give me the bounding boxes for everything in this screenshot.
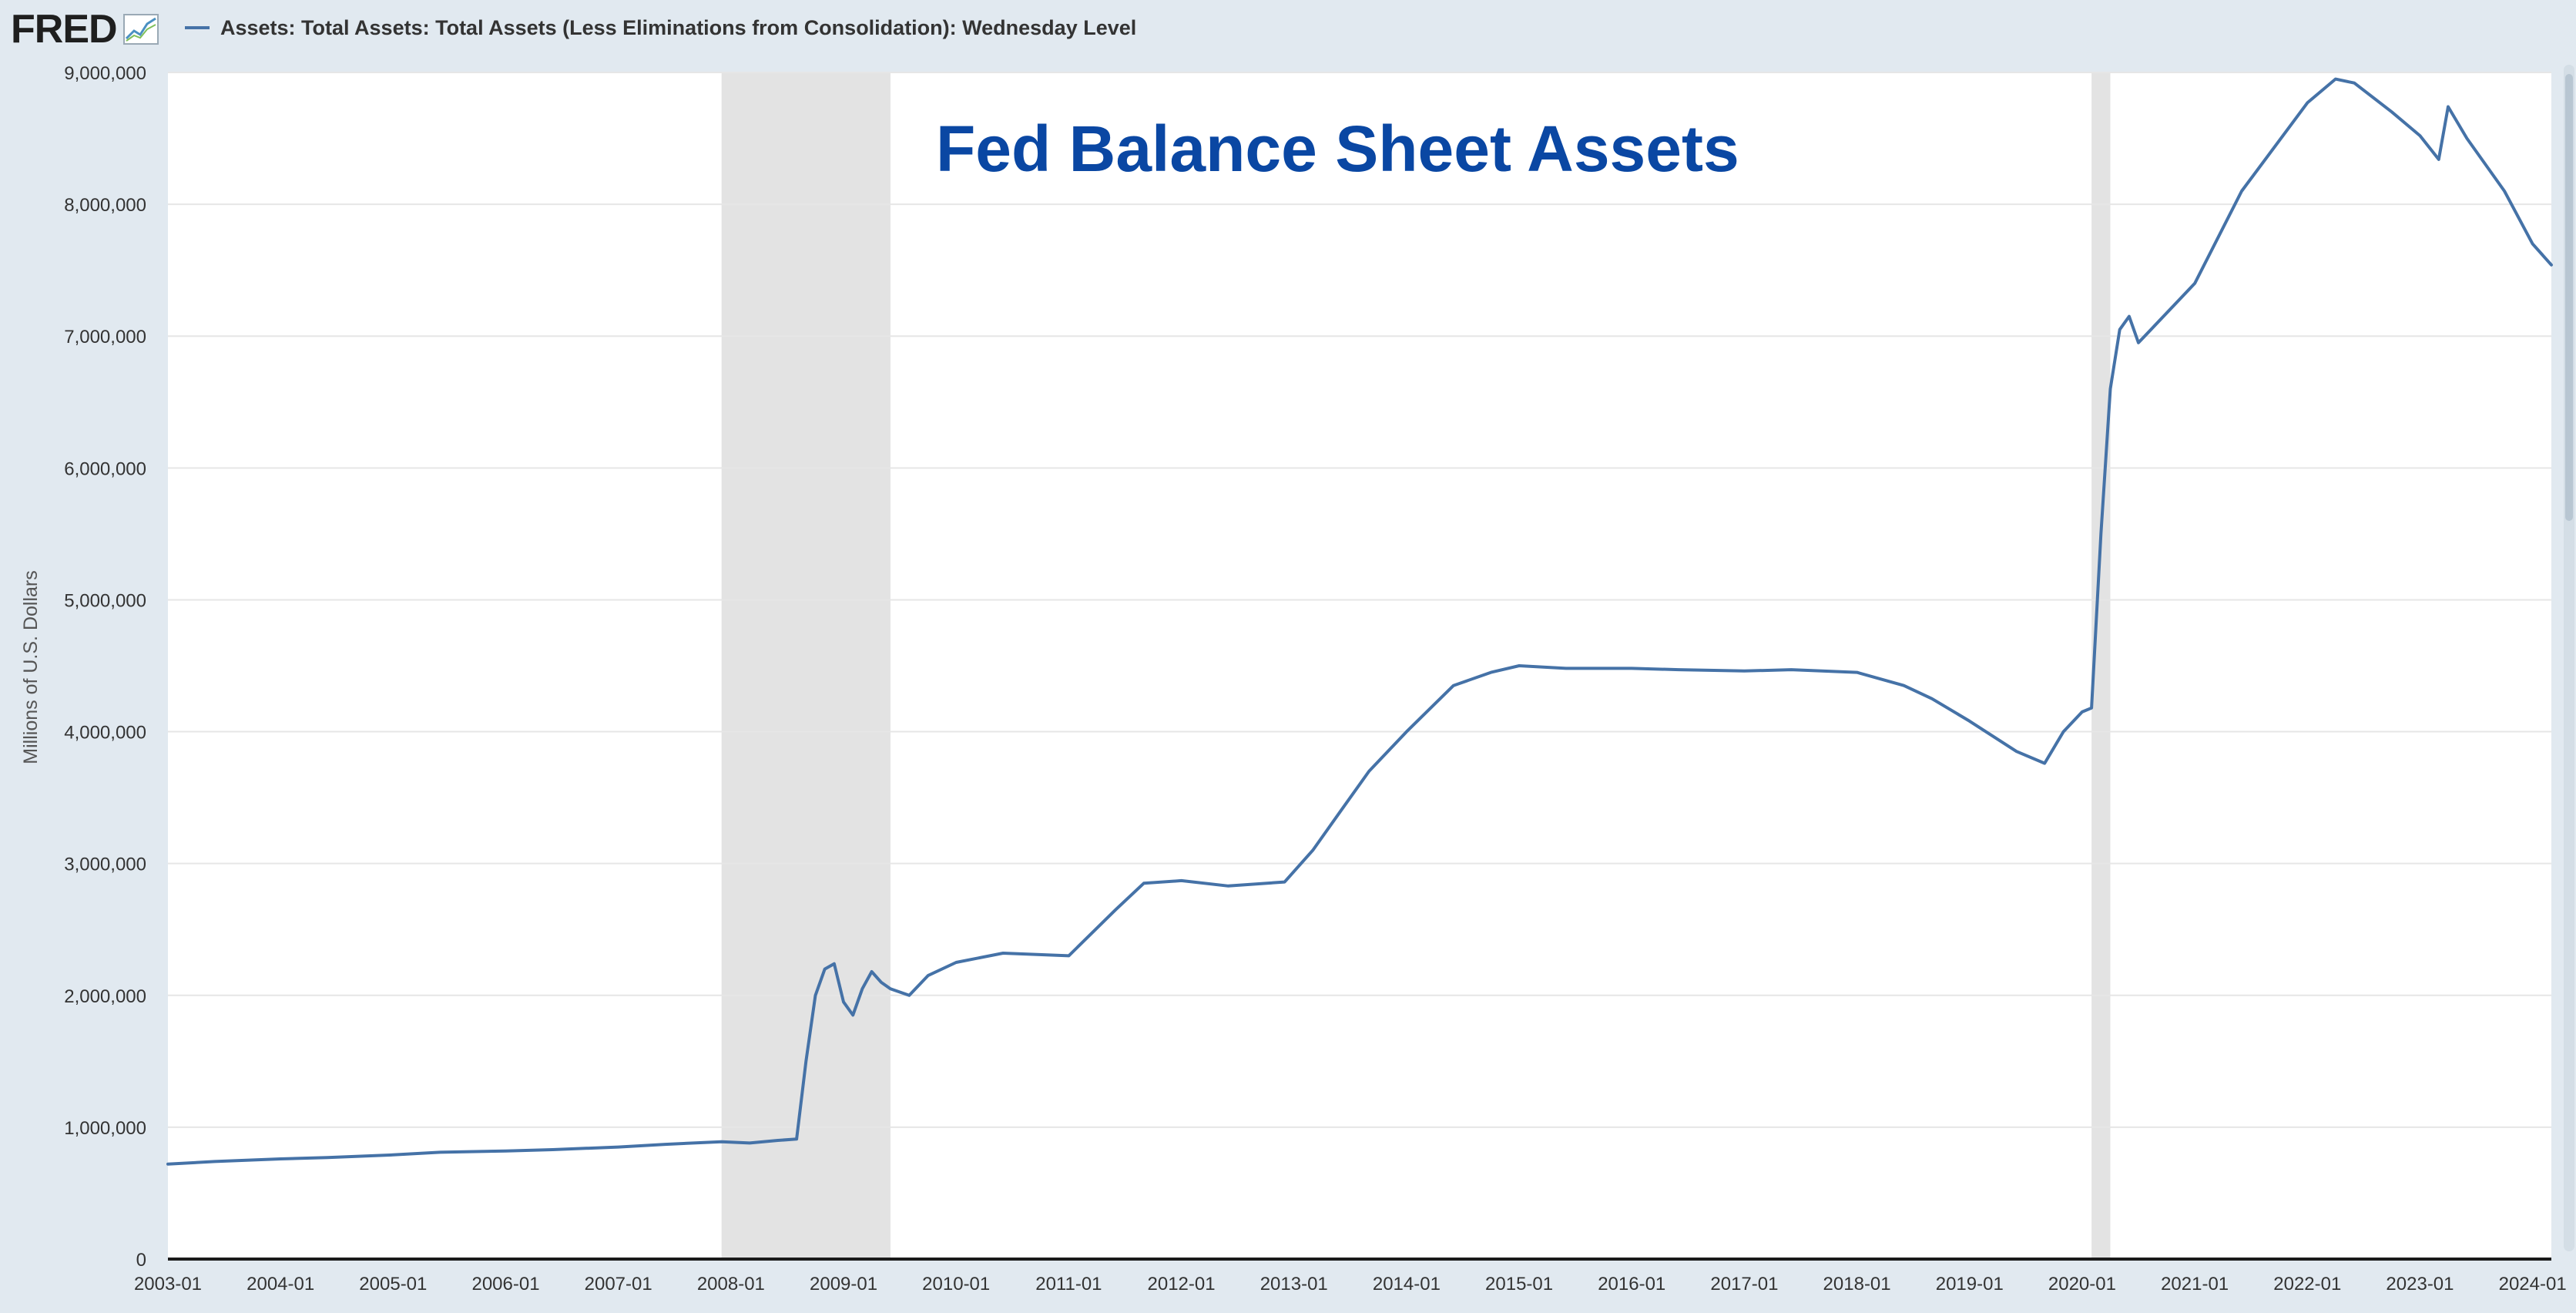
y-tick-label: 7,000,000 bbox=[64, 327, 146, 348]
x-tick-label: 2017-01 bbox=[1710, 1274, 1778, 1295]
y-axis: 0 1,000,000 2,000,000 3,000,000 4,000,000 5,0… bbox=[64, 63, 146, 1271]
y-tick-label: 3,000,000 bbox=[64, 855, 146, 875]
chart-title: Fed Balance Sheet Assets bbox=[936, 112, 1739, 185]
y-tick-label: 6,000,000 bbox=[64, 458, 146, 479]
y-tick-label: 5,000,000 bbox=[64, 590, 146, 611]
legend-swatch bbox=[185, 26, 210, 29]
y-tick-label: 4,000,000 bbox=[64, 723, 146, 744]
x-tick-label: 2006-01 bbox=[471, 1274, 539, 1295]
y-tick-label: 8,000,000 bbox=[64, 195, 146, 216]
y-tick-label: 2,000,000 bbox=[64, 986, 146, 1007]
x-tick-label: 2010-01 bbox=[922, 1274, 990, 1295]
fred-logo-text: FRED bbox=[11, 7, 118, 52]
x-tick-label: 2020-01 bbox=[2048, 1274, 2116, 1295]
recession-band bbox=[721, 72, 891, 1259]
plot-area bbox=[168, 72, 2551, 1259]
grid-lines bbox=[168, 72, 2551, 1128]
x-tick-label: 2011-01 bbox=[1035, 1274, 1102, 1295]
x-tick-label: 2022-01 bbox=[2273, 1274, 2341, 1295]
x-tick-label: 2018-01 bbox=[1823, 1274, 1891, 1295]
y-tick-label: 0 bbox=[136, 1250, 146, 1271]
chart-header: FRED Assets: Total Assets: Total Assets … bbox=[0, 0, 2576, 59]
scrollbar-thumb[interactable] bbox=[2565, 74, 2573, 521]
x-tick-label: 2008-01 bbox=[697, 1274, 765, 1295]
x-tick-label: 2019-01 bbox=[1936, 1274, 2004, 1295]
x-tick-label: 2009-01 bbox=[810, 1274, 877, 1295]
line-graph-icon bbox=[122, 14, 159, 45]
series-line bbox=[166, 77, 2553, 1166]
y-tick-label: 9,000,000 bbox=[64, 63, 146, 84]
x-tick-label: 2024-01 bbox=[2499, 1274, 2567, 1295]
x-tick-label: 2005-01 bbox=[359, 1274, 427, 1295]
legend-label: Assets: Total Assets: Total Assets (Less… bbox=[220, 15, 1137, 39]
y-axis-label: Millions of U.S. Dollars bbox=[20, 570, 42, 764]
fred-logo[interactable]: FRED bbox=[11, 5, 159, 54]
x-tick-label: 2016-01 bbox=[1598, 1274, 1665, 1295]
chart-legend: Assets: Total Assets: Total Assets (Less… bbox=[185, 12, 1136, 43]
x-tick-label: 2013-01 bbox=[1260, 1274, 1328, 1295]
x-axis: 2003-01 2004-01 2005-01 2006-01 2007-01 2008-… bbox=[134, 1274, 2567, 1295]
x-tick-label: 2004-01 bbox=[247, 1274, 314, 1295]
x-tick-label: 2021-01 bbox=[2161, 1274, 2229, 1295]
y-tick-label: 1,000,000 bbox=[64, 1118, 146, 1139]
x-tick-label: 2012-01 bbox=[1148, 1274, 1216, 1295]
x-tick-label: 2014-01 bbox=[1373, 1274, 1441, 1295]
x-tick-label: 2023-01 bbox=[2386, 1274, 2454, 1295]
x-tick-label: 2007-01 bbox=[585, 1274, 652, 1295]
x-tick-label: 2015-01 bbox=[1485, 1274, 1553, 1295]
series-layer bbox=[166, 77, 2553, 1166]
x-tick-label: 2003-01 bbox=[134, 1274, 202, 1295]
